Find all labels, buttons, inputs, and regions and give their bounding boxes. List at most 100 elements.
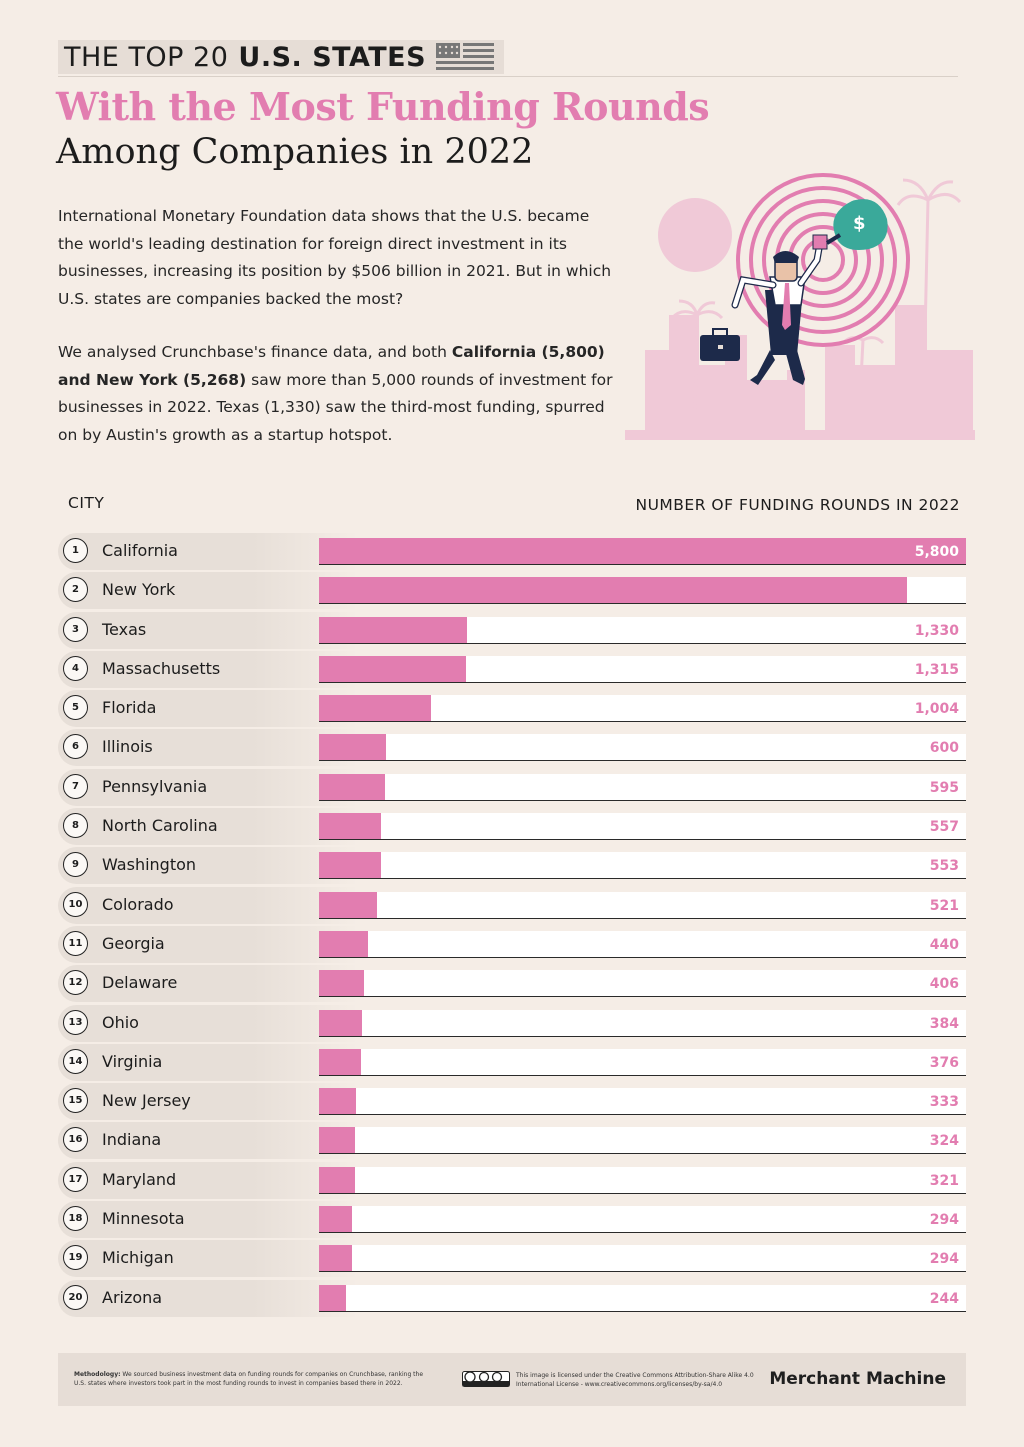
- row-background: [58, 1240, 358, 1278]
- bar-track: 244: [319, 1284, 966, 1312]
- rank-badge: 7: [63, 773, 88, 799]
- rank-badge: 2: [63, 577, 88, 603]
- table-row: 14 Virginia 376: [58, 1043, 966, 1083]
- value-label: 5,268: [914, 583, 959, 600]
- table-row: 15 New Jersey 333: [58, 1083, 966, 1122]
- table-row: 16 Indiana 324: [58, 1122, 966, 1161]
- methodology: Methodology: We sourced business investm…: [74, 1370, 424, 1388]
- row-background: [58, 1004, 358, 1042]
- bar: [319, 1245, 352, 1272]
- row-background: [58, 1279, 358, 1317]
- bar: [319, 616, 468, 643]
- chart-subtitle: Among Companies in 2022: [56, 132, 534, 172]
- state-label: Georgia: [102, 933, 165, 953]
- value-label: 376: [929, 1054, 959, 1071]
- methodology-label: Methodology:: [74, 1371, 121, 1378]
- rank-badge: 16: [63, 1127, 88, 1153]
- rank-badge: 10: [63, 891, 88, 917]
- rank-badge: 13: [63, 1009, 88, 1035]
- state-label: Illinois: [102, 737, 153, 757]
- bar-track: 553: [319, 852, 966, 880]
- row-background: [58, 1122, 358, 1160]
- methodology-text: We sourced business investment data on f…: [74, 1371, 424, 1387]
- state-label: Michigan: [102, 1248, 174, 1268]
- bar-track: 440: [319, 930, 966, 958]
- value-label: 1,330: [914, 622, 959, 639]
- row-background: [58, 886, 358, 924]
- value-column-header: NUMBER OF FUNDING ROUNDS IN 2022: [635, 496, 960, 514]
- rank-badge: 20: [63, 1284, 88, 1310]
- intro-p2-highlight: California (5,800) and New York (5,268): [58, 343, 605, 389]
- bar: [319, 1048, 361, 1075]
- row-background: [58, 533, 358, 570]
- rank-badge: 15: [63, 1088, 88, 1114]
- table-row: 20 Arizona 244: [58, 1279, 966, 1319]
- city-column-header: CITY: [68, 494, 105, 512]
- rank-badge: 9: [63, 852, 88, 878]
- table-row: 6 Illinois 600: [58, 729, 966, 768]
- table-row: 12 Delaware 406: [58, 965, 966, 1004]
- value-label: 521: [929, 897, 959, 914]
- flag-icon: [436, 43, 495, 70]
- table-row: 11 Georgia 440: [58, 925, 966, 965]
- bar-track: 324: [319, 1127, 966, 1155]
- license-text: This image is licensed under the Creativ…: [516, 1372, 754, 1388]
- bar: [319, 734, 386, 761]
- skyline: [625, 305, 975, 440]
- bar: [319, 1284, 347, 1311]
- target-rings: [736, 173, 910, 347]
- table-row: 7 Pennsylvania 595: [58, 768, 966, 808]
- bar-track: 5,268: [319, 577, 966, 605]
- row-background: [58, 808, 358, 846]
- bar: [319, 891, 378, 918]
- value-label: 294: [929, 1212, 959, 1229]
- state-label: Maryland: [102, 1169, 177, 1189]
- table-row: 17 Maryland 321: [58, 1161, 966, 1201]
- row-background: [58, 925, 358, 963]
- bar: [319, 773, 386, 800]
- kicker-light: THE TOP 20: [64, 41, 229, 73]
- value-label: 5,800: [914, 544, 959, 560]
- cc-by-sa-icon: [462, 1371, 510, 1387]
- bar: [319, 538, 966, 564]
- rank-badge: 8: [63, 813, 88, 839]
- rank-badge: 5: [63, 695, 88, 721]
- row-background: [58, 1201, 358, 1239]
- state-label: Minnesota: [102, 1209, 185, 1229]
- table-row: 9 Washington 553: [58, 847, 966, 886]
- row-background: [58, 611, 358, 649]
- kicker: THE TOP 20 U.S. STATES: [58, 40, 505, 74]
- value-label: 324: [929, 1133, 959, 1150]
- value-label: 321: [929, 1172, 959, 1189]
- bar: [319, 577, 907, 604]
- row-background: [58, 1083, 358, 1121]
- value-label: 1,004: [914, 701, 959, 718]
- bar-track: 333: [319, 1088, 966, 1116]
- intro-paragraph-2: We analysed Crunchbase's finance data, a…: [58, 339, 618, 449]
- rank-badge: 18: [63, 1206, 88, 1232]
- rank-badge: 1: [63, 538, 88, 563]
- rank-badge: 3: [63, 616, 88, 642]
- row-background: [58, 847, 358, 885]
- state-label: New Jersey: [102, 1091, 191, 1111]
- table-row: 5 Florida 1,004: [58, 690, 966, 729]
- state-label: Pennsylvania: [102, 776, 208, 796]
- value-label: 557: [929, 819, 959, 836]
- state-label: North Carolina: [102, 816, 218, 836]
- money-bag-icon: $: [825, 199, 888, 250]
- bar: [319, 1088, 357, 1115]
- table-row: 3 Texas 1,330: [58, 611, 966, 651]
- state-label: New York: [102, 580, 176, 600]
- table-row: 8 North Carolina 557: [58, 808, 966, 847]
- state-label: Delaware: [102, 973, 178, 993]
- bar: [319, 1206, 352, 1233]
- rank-badge: 4: [63, 655, 88, 681]
- table-row: 18 Minnesota 294: [58, 1201, 966, 1240]
- state-label: California: [102, 541, 178, 560]
- row-background: [58, 965, 358, 1003]
- svg-text:$: $: [853, 213, 866, 234]
- value-label: 406: [929, 976, 959, 993]
- chart-title: With the Most Funding Rounds: [56, 84, 710, 129]
- row-background: [58, 572, 358, 610]
- brand-logo: Merchant Machine: [769, 1369, 946, 1389]
